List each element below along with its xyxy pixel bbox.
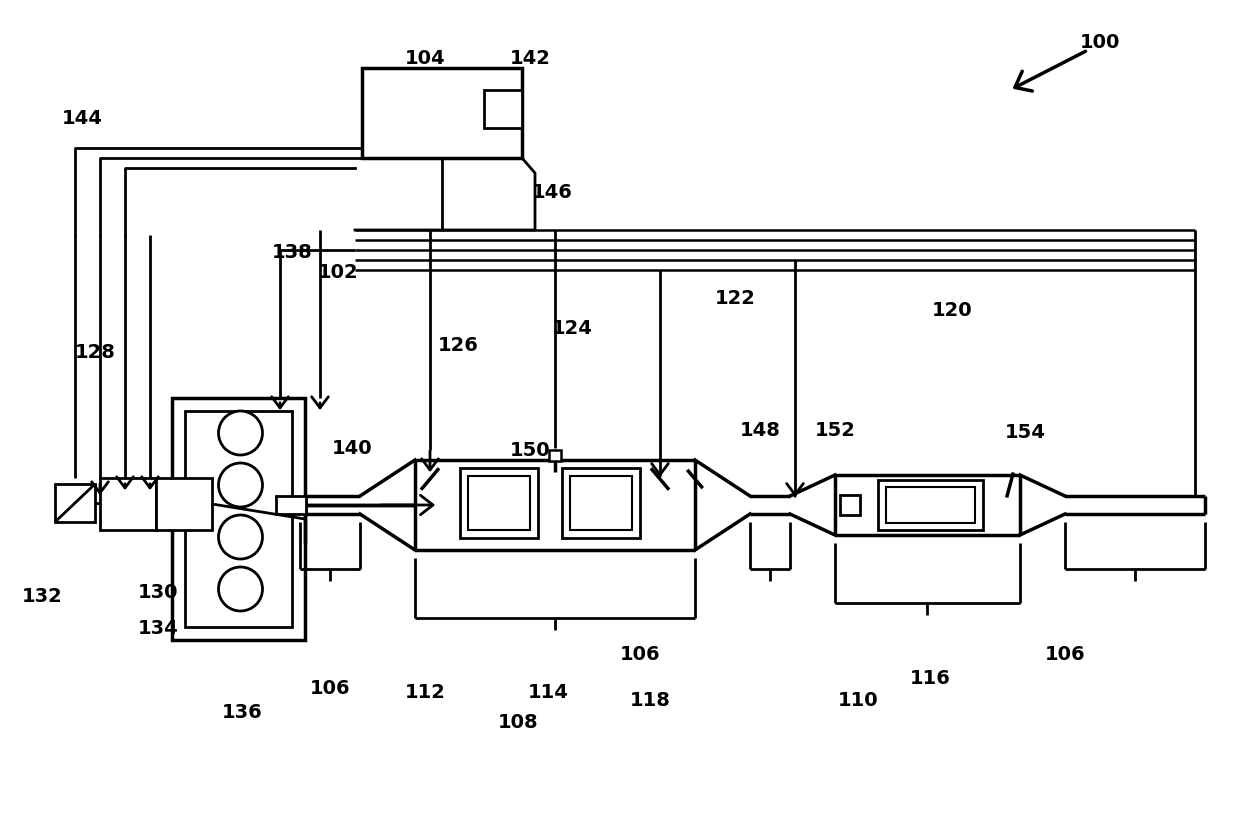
Text: 114: 114 [527, 682, 568, 701]
Text: 144: 144 [62, 109, 103, 128]
Text: 134: 134 [138, 619, 179, 638]
Circle shape [218, 463, 263, 507]
Text: 110: 110 [838, 691, 878, 709]
Bar [570, 476, 632, 530]
Text: 100: 100 [1080, 32, 1120, 52]
Circle shape [218, 411, 263, 455]
Bar [484, 90, 522, 128]
Text: 152: 152 [815, 420, 856, 439]
Bar [362, 68, 522, 158]
Bar [878, 480, 983, 530]
Text: 146: 146 [532, 182, 573, 202]
Text: 106: 106 [1044, 645, 1085, 664]
Text: 138: 138 [272, 242, 312, 261]
Text: 106: 106 [620, 645, 661, 664]
Text: 148: 148 [739, 420, 780, 439]
Bar [562, 468, 640, 538]
Bar [185, 411, 291, 627]
Text: 130: 130 [138, 583, 179, 602]
Bar [467, 476, 529, 530]
Text: 104: 104 [404, 49, 445, 68]
Text: 124: 124 [552, 319, 593, 338]
Circle shape [218, 515, 263, 559]
Text: 142: 142 [510, 49, 551, 68]
Text: 122: 122 [714, 288, 755, 307]
Bar [887, 487, 975, 523]
Bar [55, 484, 95, 522]
Text: 140: 140 [331, 438, 372, 457]
Text: 108: 108 [497, 713, 538, 732]
Bar [156, 478, 212, 530]
Text: 150: 150 [510, 441, 551, 460]
Bar [549, 450, 560, 461]
Bar [460, 468, 538, 538]
Text: 102: 102 [317, 263, 358, 282]
Bar [172, 398, 305, 640]
Circle shape [218, 567, 263, 611]
Text: 154: 154 [1004, 423, 1045, 442]
Bar [839, 495, 861, 515]
Text: 118: 118 [630, 691, 671, 709]
Bar [100, 478, 156, 530]
Text: 128: 128 [74, 343, 115, 362]
Text: 136: 136 [222, 703, 263, 722]
Text: 116: 116 [910, 668, 950, 687]
Text: 126: 126 [438, 335, 479, 354]
Bar [277, 496, 306, 514]
Text: 112: 112 [404, 682, 445, 701]
Text: 120: 120 [931, 301, 972, 320]
Text: 132: 132 [21, 587, 62, 606]
Text: 106: 106 [310, 678, 351, 697]
